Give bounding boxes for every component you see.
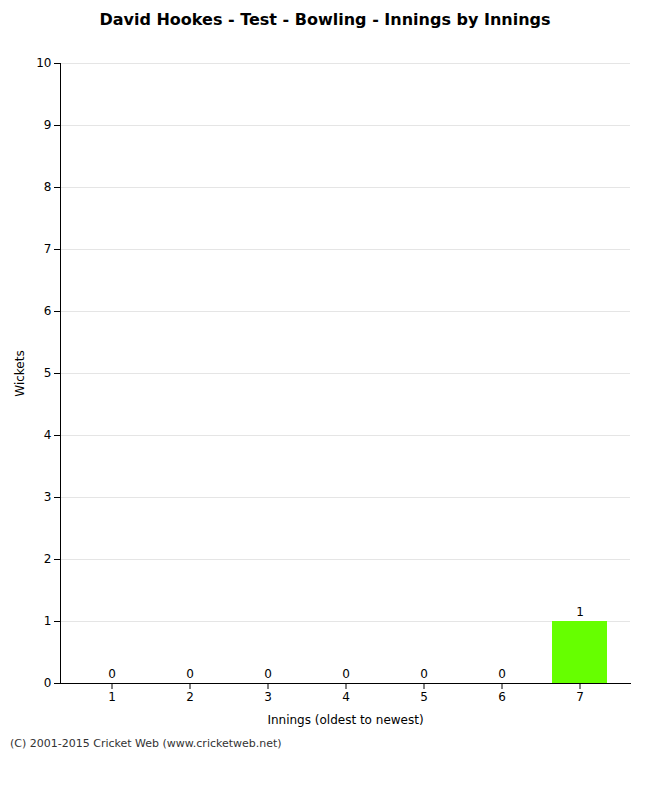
svg-text:7: 7: [576, 690, 584, 704]
svg-text:2: 2: [44, 552, 52, 566]
html-text:David Hookes - Test - Bowling: David Hookes - Test - Bowling - Innings …: [99, 10, 551, 29]
svg-text:Wickets: Wickets: [13, 350, 27, 396]
svg-text:5: 5: [420, 690, 428, 704]
svg-text:10: 10: [36, 56, 51, 70]
svg-text:1: 1: [108, 690, 116, 704]
svg-text:1: 1: [44, 614, 52, 628]
svg-text:0: 0: [264, 667, 272, 681]
svg-text:0: 0: [44, 676, 52, 690]
svg-text:9: 9: [44, 118, 52, 132]
html-text:(C) 2001-2015 Cricket Web (www: (C) 2001-2015 Cricket Web (www.cricketwe…: [10, 737, 282, 750]
svg-text:6: 6: [44, 304, 52, 318]
svg-text:2: 2: [186, 690, 194, 704]
svg-text:1: 1: [576, 605, 584, 619]
svg-text:0: 0: [108, 667, 116, 681]
svg-text:8: 8: [44, 180, 52, 194]
svg-text:0: 0: [498, 667, 506, 681]
svg-text:5: 5: [44, 366, 52, 380]
svg-text:6: 6: [498, 690, 506, 704]
svg-text:3: 3: [44, 490, 52, 504]
svg-text:4: 4: [342, 690, 350, 704]
svg-text:0: 0: [186, 667, 194, 681]
svg-text:3: 3: [264, 690, 272, 704]
svg-text:0: 0: [420, 667, 428, 681]
svg-text:4: 4: [44, 428, 52, 442]
svg-text:Innings (oldest to newest): Innings (oldest to newest): [267, 713, 423, 727]
svg-text:7: 7: [44, 242, 52, 256]
svg-text:0: 0: [342, 667, 350, 681]
